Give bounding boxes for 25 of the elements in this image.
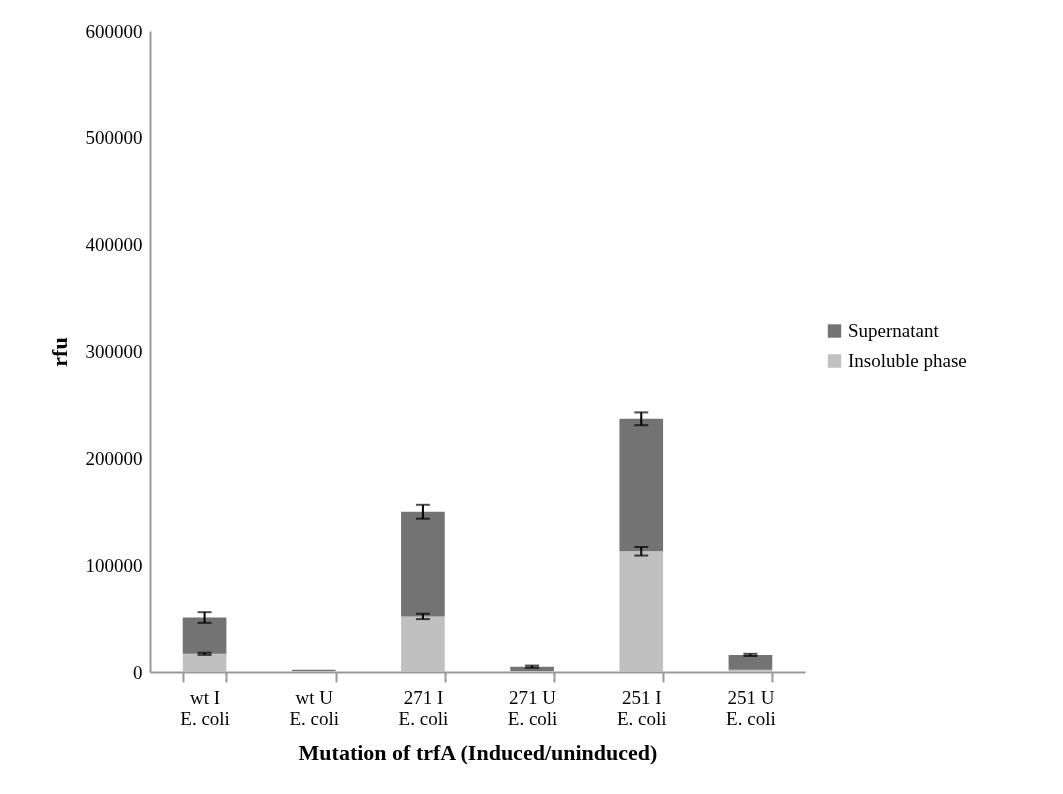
- y-tick-label: 200000: [85, 447, 143, 469]
- bar: [182, 653, 227, 672]
- bar: [182, 617, 227, 654]
- x-tick-label: 271 I E. coli: [398, 686, 449, 729]
- y-tick-label: 500000: [85, 127, 143, 149]
- y-tick-label: 300000: [85, 341, 143, 362]
- bar: [619, 418, 664, 552]
- x-tick-label: 251 U E. coli: [726, 686, 776, 729]
- y-tick-label: 100000: [85, 554, 143, 576]
- bar: [619, 551, 664, 672]
- y-tick-label: 0: [133, 661, 143, 683]
- y-tick-label: 400000: [85, 234, 143, 256]
- y-axis-title: rfu: [46, 337, 72, 367]
- bar: [728, 654, 773, 670]
- x-tick-label: 251 I E. coli: [616, 686, 667, 729]
- legend-label: Insoluble phase: [848, 350, 967, 371]
- y-tick-label: 600000: [85, 20, 143, 42]
- x-tick-label: wt I E. coli: [180, 686, 230, 729]
- x-tick-label: 271 U E. coli: [507, 686, 558, 729]
- legend-label: Supernatant: [848, 320, 940, 341]
- bar: [728, 669, 773, 672]
- x-axis-title: Mutation of trfA (Induced/uninduced): [298, 739, 658, 765]
- x-tick-label: wt U E. coli: [289, 686, 340, 729]
- bar: [401, 616, 445, 672]
- bar: [401, 511, 445, 617]
